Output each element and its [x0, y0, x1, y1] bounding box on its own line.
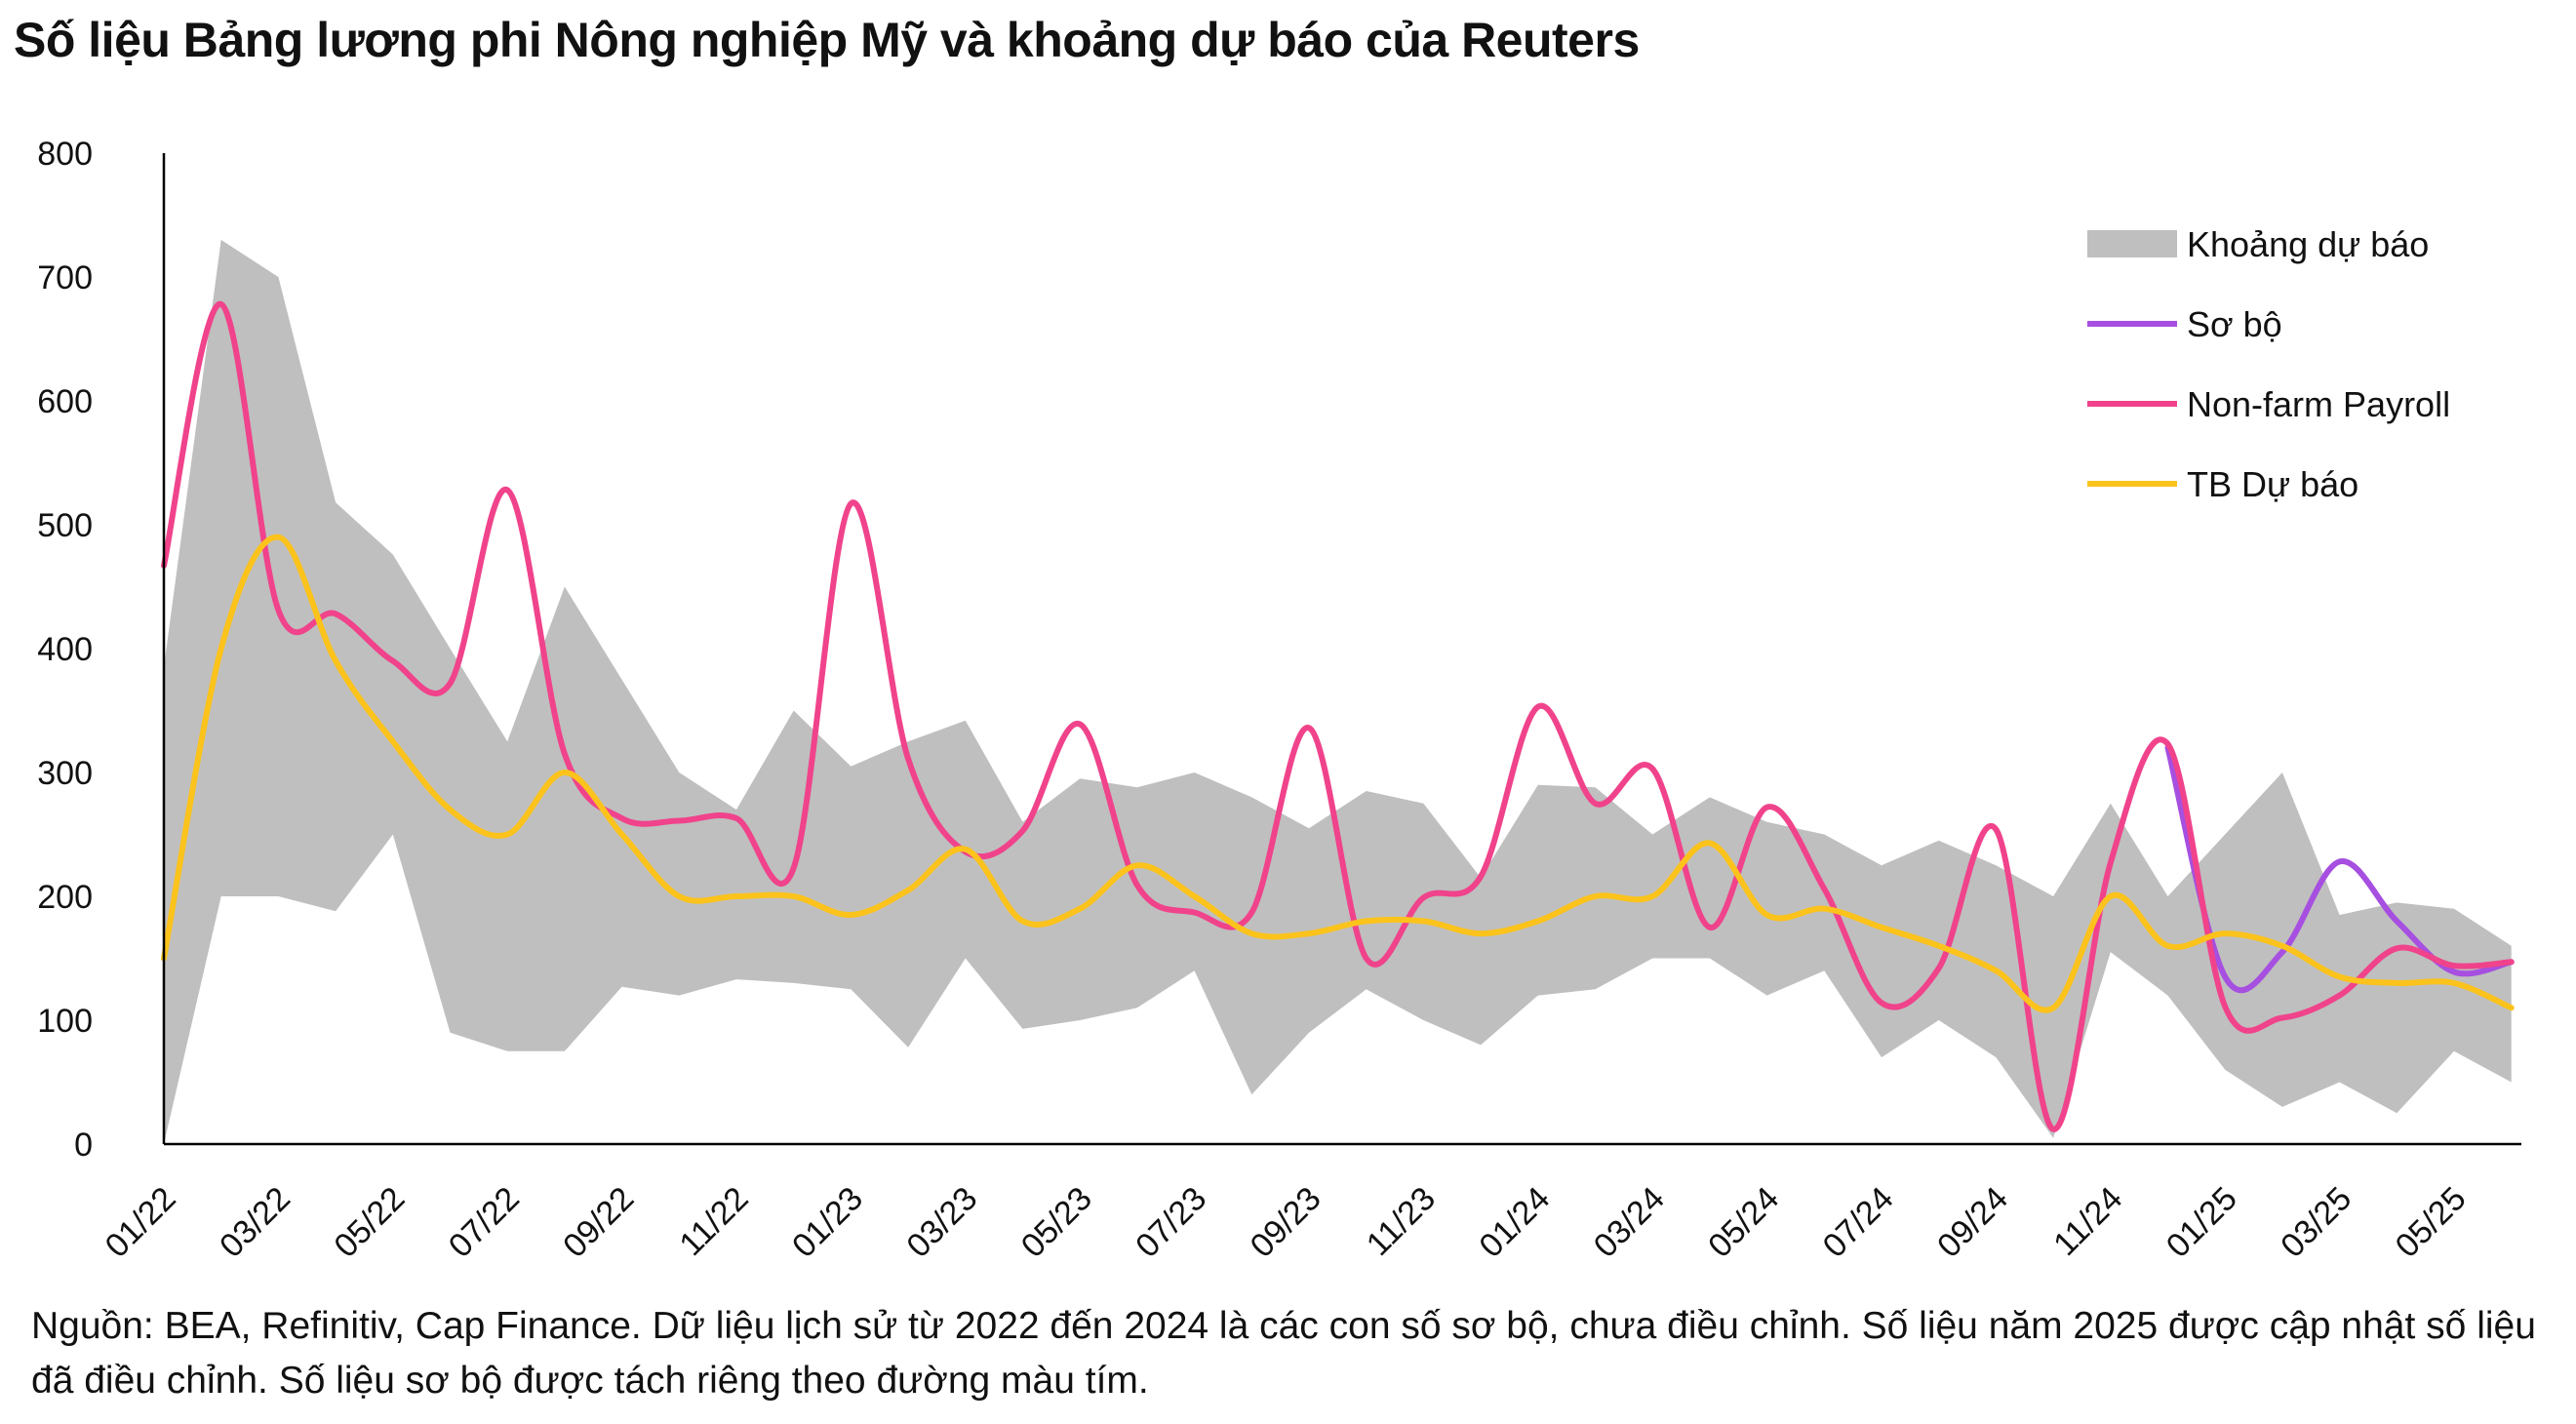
x-tick-label: 07/24 — [1816, 1180, 1901, 1265]
forecast-range-band — [164, 239, 2512, 1144]
forecast-range-band-layer — [164, 239, 2512, 1144]
y-tick-label: 700 — [37, 259, 93, 297]
legend-forecast-range: Khoảng dự báo — [2087, 224, 2429, 264]
y-tick-label: 500 — [37, 507, 93, 544]
x-tick-label: 01/24 — [1472, 1180, 1557, 1265]
y-tick-label: 400 — [37, 631, 93, 668]
y-tick-label: 800 — [37, 136, 93, 173]
x-tick-label: 03/25 — [2274, 1180, 2358, 1265]
nonfarm-payroll-line — [161, 300, 2515, 1132]
x-tick-label: 05/24 — [1701, 1180, 1786, 1265]
x-tick-label: 05/23 — [1014, 1180, 1099, 1265]
x-tick-label: 11/24 — [2046, 1180, 2129, 1263]
x-tick-label: 11/22 — [672, 1180, 755, 1263]
y-tick-label: 300 — [37, 755, 93, 792]
x-tick-label: 09/22 — [556, 1180, 641, 1265]
x-tick-label: 01/25 — [2160, 1180, 2244, 1265]
forecast-average-line — [161, 534, 2515, 1013]
legend-swatch — [2087, 230, 2177, 257]
source-note: Nguồn: BEA, Refinitiv, Cap Finance. Dữ l… — [31, 1305, 2536, 1402]
chart-title: Số liệu Bảng lương phi Nông nghiệp Mỹ và… — [14, 13, 1640, 67]
y-tick-label: 600 — [37, 383, 93, 420]
series-layer — [161, 300, 2515, 1132]
legend-forecast-average: TB Dự báo — [2087, 464, 2358, 504]
legend-label: Non-farm Payroll — [2187, 384, 2450, 424]
chart-canvas: 0 100 200 300 400 500 600 700 800 01/22 03/22 05/2… — [37, 136, 2521, 1265]
legend-label: Sơ bộ — [2187, 304, 2282, 344]
axis-layer — [162, 153, 2521, 1146]
x-tick-label: 03/24 — [1587, 1180, 1672, 1265]
legend-nonfarm-payroll: Non-farm Payroll — [2087, 384, 2450, 424]
y-tick-label: 0 — [74, 1127, 93, 1164]
x-tick-label: 01/23 — [785, 1180, 870, 1265]
y-tick-label: 100 — [37, 1003, 93, 1040]
x-tick-label: 01/22 — [99, 1180, 183, 1265]
legend-label: Khoảng dự báo — [2187, 224, 2429, 264]
x-tick-label: 11/23 — [1360, 1180, 1443, 1263]
x-tick-label: 05/22 — [327, 1180, 412, 1265]
x-tick-label: 09/23 — [1244, 1180, 1328, 1265]
x-tick-label: 03/23 — [899, 1180, 984, 1265]
legend-preliminary: Sơ bộ — [2087, 304, 2282, 344]
x-axis-ticks: 01/22 03/22 05/22 07/22 09/22 11/22 01/23 03/23… — [99, 1180, 2474, 1265]
y-tick-label: 200 — [37, 879, 93, 916]
x-tick-label: 07/23 — [1129, 1180, 1213, 1265]
legend: Khoảng dự báo Sơ bộ Non-farm Payroll TB Dự … — [2087, 224, 2450, 504]
x-tick-label: 05/25 — [2389, 1180, 2474, 1265]
x-tick-label: 03/22 — [213, 1180, 297, 1265]
x-tick-label: 07/22 — [442, 1180, 527, 1265]
legend-label: TB Dự báo — [2187, 464, 2358, 504]
x-tick-label: 09/24 — [1930, 1180, 2015, 1265]
y-axis-ticks: 0 100 200 300 400 500 600 700 800 — [37, 136, 93, 1164]
